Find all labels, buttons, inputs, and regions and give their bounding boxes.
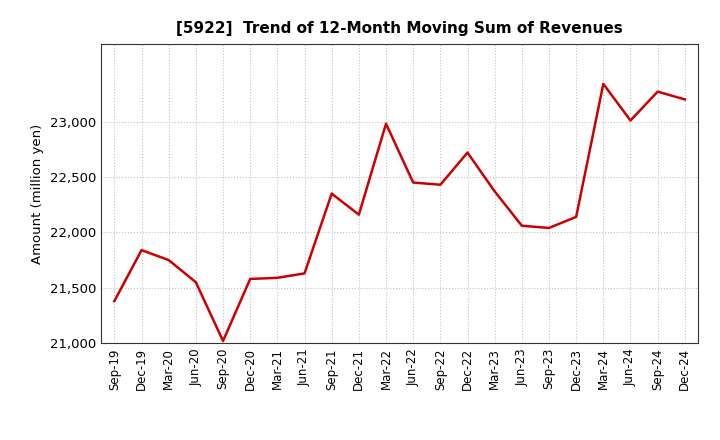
Title: [5922]  Trend of 12-Month Moving Sum of Revenues: [5922] Trend of 12-Month Moving Sum of R… [176,21,623,36]
Y-axis label: Amount (million yen): Amount (million yen) [31,124,44,264]
